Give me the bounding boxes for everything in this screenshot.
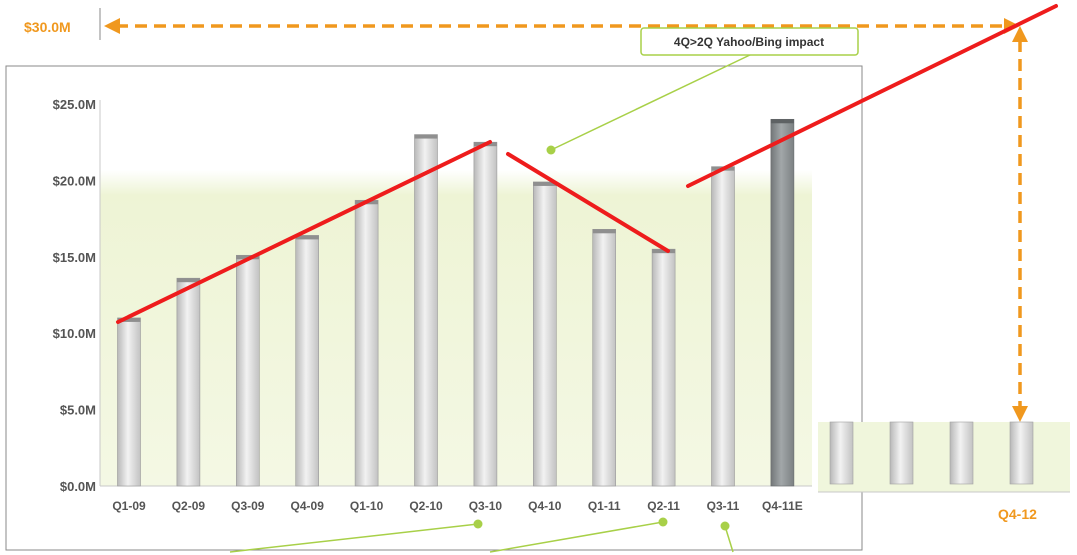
bar-q1-11 (592, 228, 617, 487)
y-tick-label: $0.0M (60, 479, 96, 494)
target-arrowhead-left (104, 18, 120, 34)
bar-q3-11 (711, 166, 735, 487)
x-tick-label: Q2-09 (172, 499, 206, 513)
future-quarters-strip (818, 421, 1070, 493)
bottom-connectors (229, 517, 734, 553)
trend-line-recovery (686, 4, 1058, 188)
bar-cap (592, 229, 616, 234)
trend-line-decline (506, 152, 670, 253)
bar-cap (117, 317, 141, 322)
x-ticks-group: Q1-09 Q2-09 Q3-09 Q4-09 Q1-10 Q2-10 Q3-10 Q4-10… (112, 499, 802, 513)
future-bar (829, 421, 854, 485)
bar-q2-10 (414, 134, 438, 487)
x-tick-label: Q4-11E (762, 499, 803, 513)
bar-cap (176, 278, 200, 283)
bar-q1-10 (354, 199, 379, 487)
bar-q1-09 (117, 317, 141, 487)
future-bar (889, 421, 914, 485)
bar-cap (652, 249, 676, 254)
trend-line-rising (116, 140, 492, 324)
y-tick-label: $10.0M (53, 326, 96, 341)
x-tick-label: Q4-10 (528, 499, 562, 513)
x-tick-label: Q2-11 (647, 499, 680, 513)
y-tick-label: $15.0M (53, 250, 96, 265)
bar-cap (295, 235, 319, 240)
bar-q2-11 (651, 248, 676, 487)
callout: 4Q>2Q Yahoo/Bing impact (546, 27, 859, 155)
bar-q4-11e (770, 118, 795, 487)
x-tick-label: Q1-11 (588, 499, 621, 513)
callout-text: 4Q>2Q Yahoo/Bing impact (674, 35, 824, 49)
x-tick-label: Q1-09 (112, 499, 146, 513)
bar-cap (414, 134, 438, 139)
y-ticks-group: $0.0M $5.0M $10.0M $15.0M $20.0M $25.0M (53, 97, 96, 494)
x-tick-label: Q3-11 (707, 499, 740, 513)
bar-q4-09 (295, 235, 320, 487)
target-quarter-label: Q4-12 (998, 506, 1037, 522)
plot-background-band (100, 170, 812, 486)
bar-cap (533, 181, 557, 186)
y-tick-label: $5.0M (60, 403, 96, 418)
x-tick-label: Q1-10 (350, 499, 384, 513)
target-value-label: $30.0M (24, 19, 71, 35)
target-arrowhead-top (1012, 26, 1028, 42)
bar-q3-10 (473, 141, 498, 487)
x-tick-label: Q3-09 (231, 499, 265, 513)
x-tick-label: Q4-09 (291, 499, 325, 513)
bar-q3-09 (236, 254, 260, 487)
future-bar (1009, 421, 1034, 485)
x-tick-label: Q3-10 (469, 499, 503, 513)
x-tick-label: Q2-10 (409, 499, 443, 513)
bar-q4-10 (532, 181, 557, 487)
y-tick-label: $25.0M (53, 97, 96, 112)
callout-box (640, 27, 859, 56)
future-bar (949, 421, 974, 485)
bar-cap (770, 119, 794, 124)
target-arrowhead-bottom (1012, 406, 1028, 422)
y-tick-label: $20.0M (53, 173, 96, 188)
bar-q2-09 (176, 277, 201, 487)
